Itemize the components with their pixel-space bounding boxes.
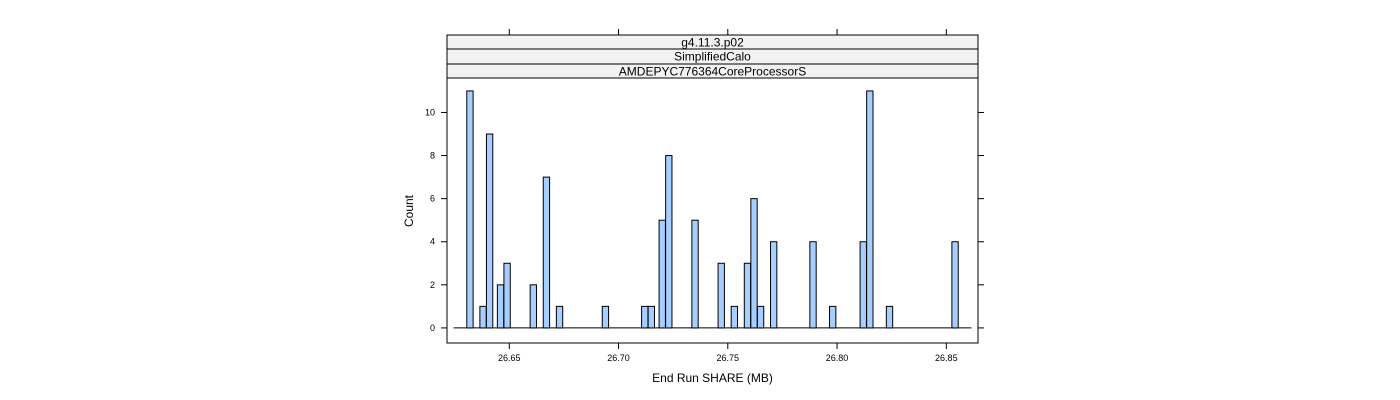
x-tick-label: 26.75 [717,353,740,363]
y-axis-label: Count [402,194,416,227]
y-tick-label: 6 [430,194,435,204]
histogram-bar [641,305,649,329]
histogram-bar [496,284,505,329]
histogram-bar [885,305,894,329]
x-axis: 26.65 26.70 26.75 26.80 26.85 [498,343,958,363]
histogram-bar [770,241,778,329]
histogram-bar [756,305,765,329]
histogram-bar [829,305,837,329]
histogram-bars [466,90,959,329]
strip-1-label: g4.11.3.p02 [681,36,744,50]
y-tick-label: 10 [425,107,435,117]
histogram-bar [665,155,673,329]
top-axis-ticks [508,29,947,35]
histogram-bar [717,262,725,329]
y-axis: 0 2 4 6 8 10 [425,107,984,333]
histogram-bar [951,241,959,329]
histogram-bar [555,305,564,329]
y-tick-label: 4 [430,237,435,247]
histogram-bar [750,198,758,329]
x-tick-label: 26.80 [826,353,849,363]
x-tick-label: 26.65 [498,353,521,363]
histogram-bar [743,262,752,329]
x-tick-label: 26.70 [607,353,630,363]
y-tick-label: 8 [430,151,435,161]
histogram-bar [503,262,511,329]
x-axis-label: End Run SHARE (MB) [652,371,773,385]
histogram-bar [647,305,655,329]
histogram-bar [809,241,817,329]
histogram-bar [529,284,537,329]
y-tick-label: 2 [430,280,435,290]
histogram-bar [859,241,867,329]
histogram-bar [691,219,699,329]
histogram-bar [658,219,666,329]
strip-2-label: SimplifiedCalo [674,50,751,64]
panel-frame [446,77,979,344]
panel-strips: g4.11.3.p02 SimplifiedCalo AMDEPYC776364… [446,34,979,79]
x-tick-label: 26.85 [935,353,958,363]
histogram-bar [601,305,610,329]
histogram-bar [542,176,551,329]
y-tick-label: 0 [430,323,435,333]
histogram-bar [866,90,874,329]
strip-3-label: AMDEPYC776364CoreProcessorS [619,65,806,79]
histogram-bar [466,90,474,329]
histogram-bar [485,133,494,329]
histogram-bar [730,305,739,329]
histogram-bar [479,305,487,329]
